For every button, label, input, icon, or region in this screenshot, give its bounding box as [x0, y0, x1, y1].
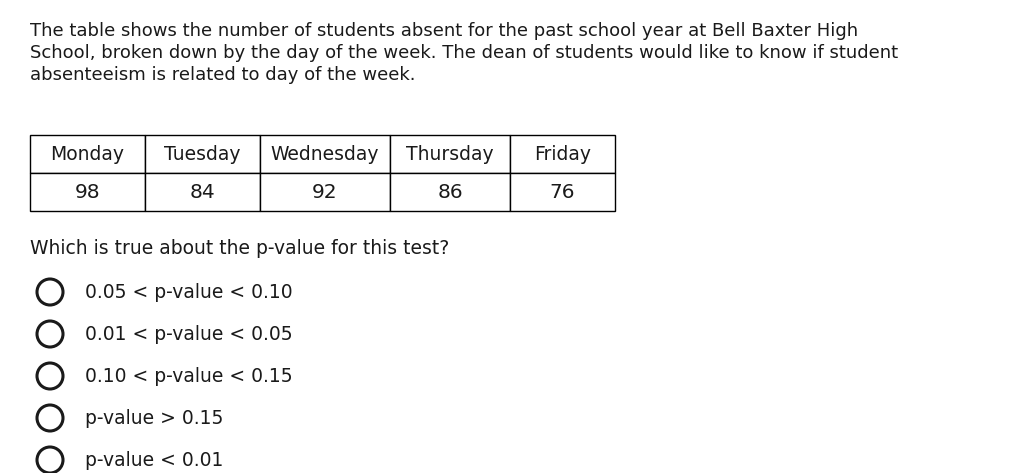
Text: Which is true about the p-value for this test?: Which is true about the p-value for this…: [30, 239, 450, 258]
Text: 0.01 < p-value < 0.05: 0.01 < p-value < 0.05: [85, 324, 293, 343]
Text: 92: 92: [312, 183, 338, 201]
Bar: [390, 135, 510, 173]
Text: 0.05 < p-value < 0.10: 0.05 < p-value < 0.10: [85, 282, 293, 301]
Ellipse shape: [37, 405, 63, 431]
Bar: [145, 173, 260, 211]
Bar: [30, 135, 145, 173]
Text: Wednesday: Wednesday: [270, 144, 379, 164]
Text: 98: 98: [75, 183, 100, 201]
Text: p-value > 0.15: p-value > 0.15: [85, 409, 223, 428]
Text: School, broken down by the day of the week. The dean of students would like to k: School, broken down by the day of the we…: [30, 44, 898, 62]
Text: 84: 84: [189, 183, 215, 201]
Ellipse shape: [37, 447, 63, 473]
Bar: [390, 173, 510, 211]
Text: absenteeism is related to day of the week.: absenteeism is related to day of the wee…: [30, 66, 416, 84]
Text: 86: 86: [437, 183, 463, 201]
Text: The table shows the number of students absent for the past school year at Bell B: The table shows the number of students a…: [30, 22, 858, 40]
Bar: [510, 173, 615, 211]
Bar: [260, 135, 390, 173]
Ellipse shape: [37, 363, 63, 389]
Text: 76: 76: [550, 183, 575, 201]
Text: Thursday: Thursday: [407, 144, 494, 164]
Bar: [260, 173, 390, 211]
Ellipse shape: [37, 321, 63, 347]
Text: p-value < 0.01: p-value < 0.01: [85, 450, 223, 470]
Text: Tuesday: Tuesday: [164, 144, 241, 164]
Bar: [30, 173, 145, 211]
Text: 0.10 < p-value < 0.15: 0.10 < p-value < 0.15: [85, 367, 293, 385]
Text: Friday: Friday: [534, 144, 591, 164]
Ellipse shape: [37, 279, 63, 305]
Bar: [510, 135, 615, 173]
Text: Monday: Monday: [50, 144, 125, 164]
Bar: [145, 135, 260, 173]
